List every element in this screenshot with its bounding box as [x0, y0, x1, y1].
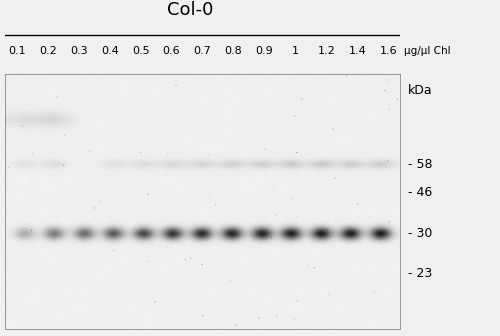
Text: 0.5: 0.5	[132, 46, 150, 56]
Text: 1.2: 1.2	[318, 46, 335, 56]
Text: - 23: - 23	[408, 266, 432, 280]
Text: 1.6: 1.6	[380, 46, 397, 56]
Text: - 58: - 58	[408, 158, 432, 171]
Text: 1.4: 1.4	[348, 46, 366, 56]
Text: 0.2: 0.2	[39, 46, 56, 56]
Text: - 30: - 30	[408, 227, 432, 240]
Text: μg/μl Chl: μg/μl Chl	[404, 46, 450, 56]
Text: Col-0: Col-0	[168, 1, 214, 19]
Text: kDa: kDa	[408, 84, 432, 97]
Text: 0.8: 0.8	[224, 46, 242, 56]
Text: 0.4: 0.4	[101, 46, 118, 56]
Text: - 46: - 46	[408, 186, 432, 199]
Text: 0.3: 0.3	[70, 46, 87, 56]
Text: 0.9: 0.9	[256, 46, 274, 56]
Text: 0.6: 0.6	[162, 46, 180, 56]
Text: 0.7: 0.7	[194, 46, 212, 56]
Text: 1: 1	[292, 46, 299, 56]
Text: 0.1: 0.1	[8, 46, 25, 56]
